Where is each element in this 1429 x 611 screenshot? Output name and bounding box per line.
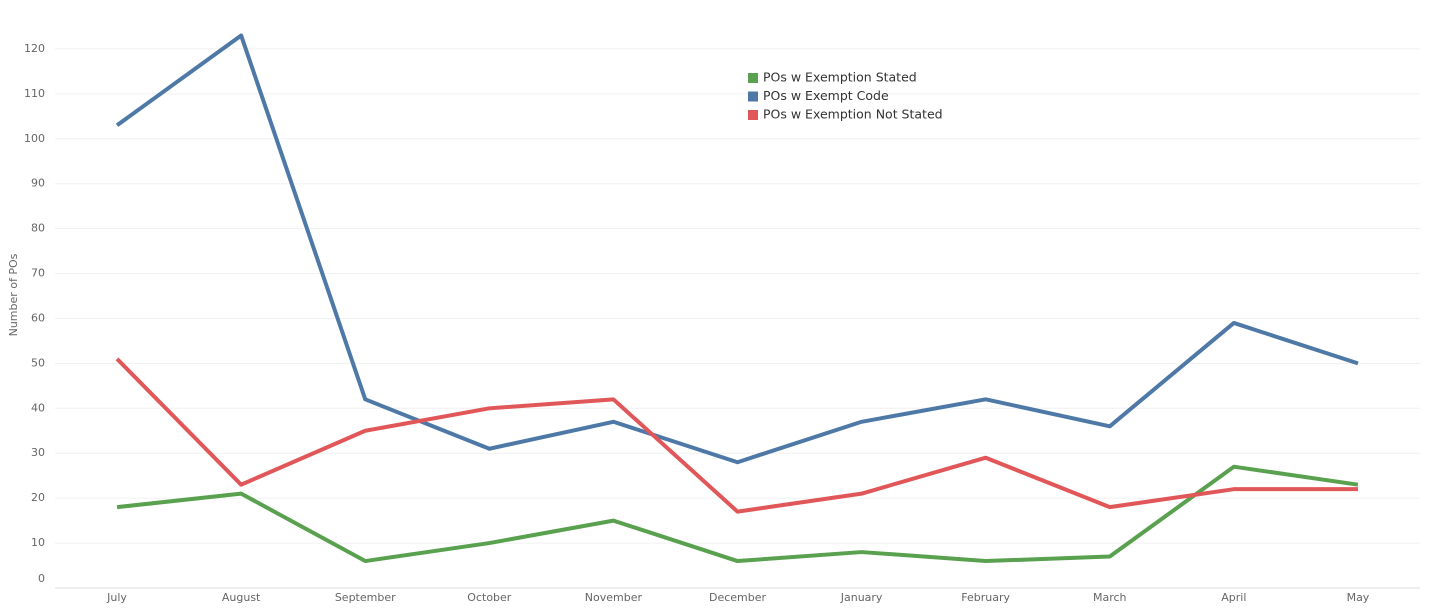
legend-label: POs w Exemption Stated	[763, 70, 917, 85]
x-tick-label: April	[1221, 591, 1246, 604]
legend-label: POs w Exemption Not Stated	[763, 107, 943, 122]
legend: POs w Exemption Stated POs w Exempt Code P…	[748, 70, 943, 122]
y-tick-label: 80	[31, 222, 45, 235]
y-tick-label: 90	[31, 177, 45, 190]
x-tick-label: January	[840, 591, 883, 604]
y-tick-label: 110	[24, 87, 45, 100]
y-tick-label: 100	[24, 132, 45, 145]
legend-swatch	[748, 91, 758, 102]
y-tick-label: 30	[31, 446, 45, 459]
y-tick-label: 120	[24, 42, 45, 55]
y-tick-label: 10	[31, 536, 45, 549]
y-tick-label: 0	[38, 572, 45, 585]
x-tick-label: August	[222, 591, 261, 604]
legend-swatch	[748, 110, 758, 120]
legend-label: POs w Exempt Code	[763, 88, 889, 103]
y-tick-label: 70	[31, 267, 45, 280]
y-tick-label: 60	[31, 311, 45, 324]
x-tick-label: September	[335, 591, 396, 604]
y-tick-label: 40	[31, 401, 45, 414]
x-tick-label: December	[709, 591, 767, 604]
x-tick-label: October	[467, 591, 511, 604]
x-tick-label: February	[961, 591, 1010, 604]
x-tick-label: November	[585, 591, 643, 604]
y-tick-label: 50	[31, 356, 45, 369]
x-tick-label: July	[106, 591, 127, 604]
legend-swatch	[748, 73, 758, 83]
line-series	[116, 464, 1359, 564]
line-series	[115, 357, 1358, 514]
line-series	[115, 33, 1359, 465]
y-axis-title: Number of POs	[7, 253, 20, 336]
y-tick-label: 20	[31, 491, 45, 504]
x-tick-label: May	[1347, 591, 1370, 604]
x-tick-label: March	[1093, 591, 1127, 604]
